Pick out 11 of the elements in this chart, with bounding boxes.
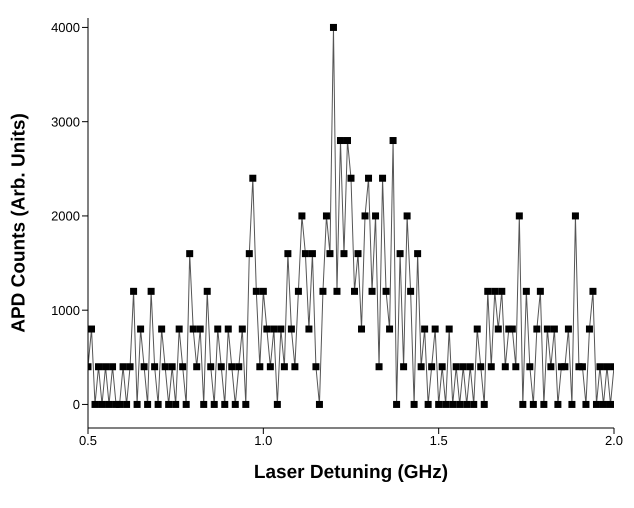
y-tick-label: 3000 xyxy=(51,114,80,130)
y-tick-label: 4000 xyxy=(51,20,80,36)
x-tick-label: 1.5 xyxy=(430,433,448,448)
y-tick-label: 2000 xyxy=(51,208,80,224)
x-tick-label: 0.5 xyxy=(78,433,98,448)
y-tick-label: 0 xyxy=(72,397,80,412)
x-tick-label: 1.0 xyxy=(254,433,272,448)
x-axis-title: Laser Detuning (GHz) xyxy=(254,462,448,483)
x-tick-label: 2.0 xyxy=(604,433,624,448)
y-tick-label: 1000 xyxy=(51,302,80,318)
y-axis-title: APD Counts (Arb. Units) xyxy=(8,113,30,333)
